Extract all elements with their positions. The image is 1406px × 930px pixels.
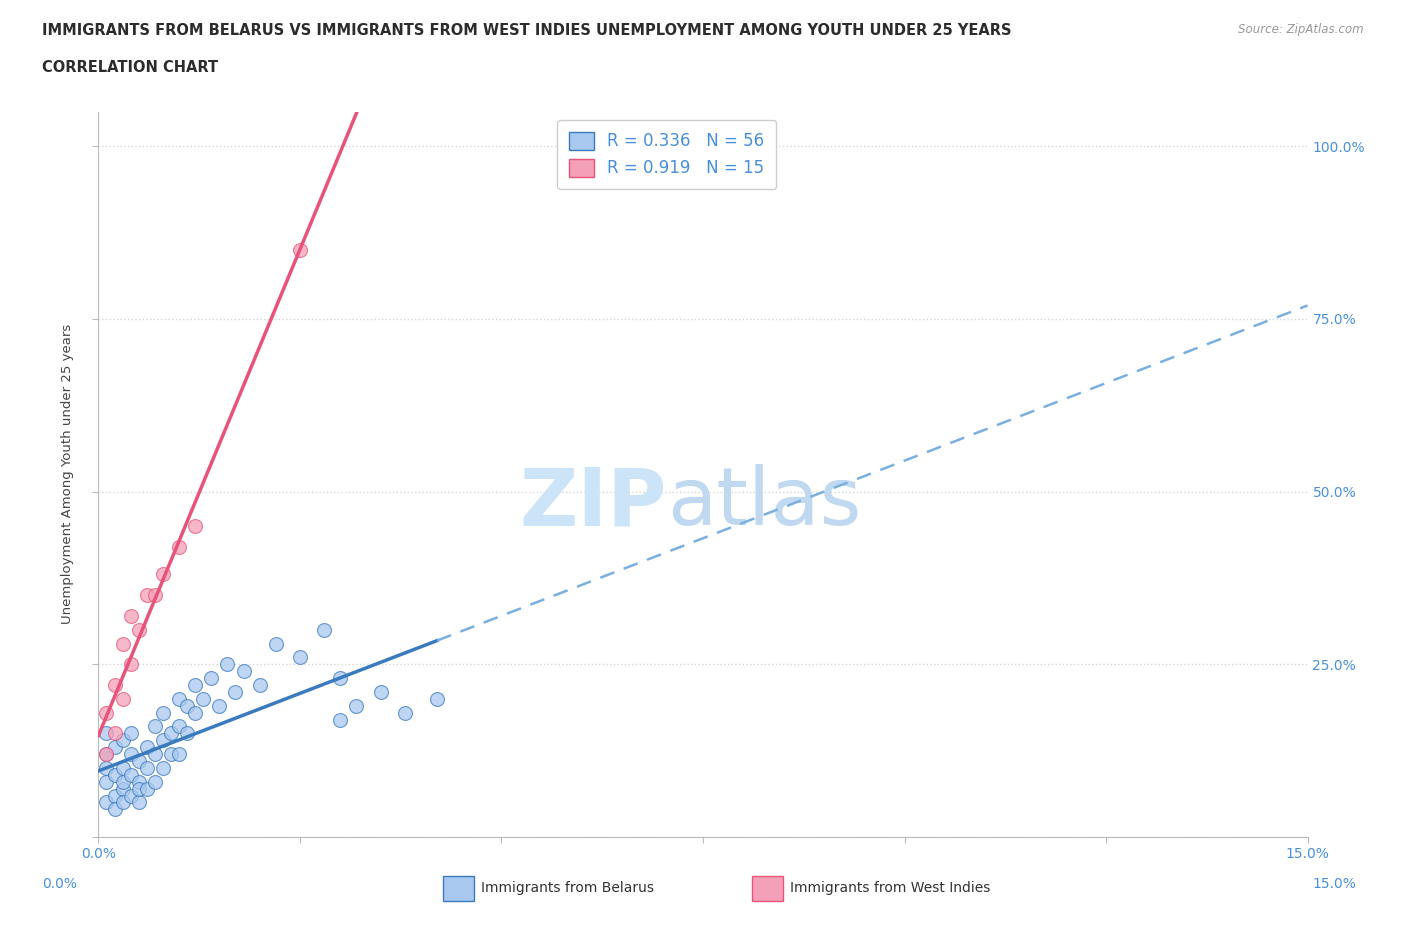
Point <box>96 761 118 776</box>
Point <box>103 678 125 693</box>
Point <box>167 691 190 706</box>
Point <box>184 705 207 720</box>
Text: ZIP: ZIP <box>519 464 666 542</box>
Text: 15.0%: 15.0% <box>1313 877 1357 891</box>
Point <box>143 719 166 734</box>
Text: atlas: atlas <box>666 464 860 542</box>
Point <box>329 712 352 727</box>
Point <box>143 775 166 790</box>
Bar <box>752 876 783 900</box>
Point <box>103 739 125 754</box>
Point <box>111 795 134 810</box>
Y-axis label: Unemployment Among Youth under 25 years: Unemployment Among Youth under 25 years <box>60 325 75 624</box>
Point <box>314 622 336 637</box>
Point <box>200 671 222 685</box>
Point <box>370 684 392 699</box>
Point <box>152 705 174 720</box>
Point <box>208 698 231 713</box>
Point <box>184 519 207 534</box>
Point <box>160 747 183 762</box>
Point <box>135 761 157 776</box>
Point <box>176 726 198 741</box>
Point <box>167 747 190 762</box>
Point <box>135 739 157 754</box>
Point <box>128 622 150 637</box>
Point <box>96 775 118 790</box>
Legend: R = 0.336   N = 56, R = 0.919   N = 15: R = 0.336 N = 56, R = 0.919 N = 15 <box>557 120 776 189</box>
Point <box>288 243 311 258</box>
Point <box>152 733 174 748</box>
Point <box>135 781 157 796</box>
Point <box>111 781 134 796</box>
Point <box>120 767 142 782</box>
Point <box>103 802 125 817</box>
Point <box>111 636 134 651</box>
Point <box>167 539 190 554</box>
Point <box>160 726 183 741</box>
Point <box>128 775 150 790</box>
Point <box>103 788 125 803</box>
Point <box>249 678 271 693</box>
Point <box>96 705 118 720</box>
Point <box>120 726 142 741</box>
Point <box>96 747 118 762</box>
Point <box>426 691 449 706</box>
Point <box>111 761 134 776</box>
Point <box>111 691 134 706</box>
Point <box>152 567 174 582</box>
Point <box>143 588 166 603</box>
Text: CORRELATION CHART: CORRELATION CHART <box>42 60 218 75</box>
Point <box>232 664 254 679</box>
Point <box>143 747 166 762</box>
Text: 0.0%: 0.0% <box>42 877 77 891</box>
Point <box>152 761 174 776</box>
Point <box>103 767 125 782</box>
Point <box>329 671 352 685</box>
Point <box>128 795 150 810</box>
Point <box>344 698 367 713</box>
Point <box>120 788 142 803</box>
Point <box>184 678 207 693</box>
Point <box>394 705 416 720</box>
Bar <box>443 876 474 900</box>
Point <box>111 733 134 748</box>
Point <box>128 753 150 768</box>
Point <box>128 781 150 796</box>
Point <box>135 588 157 603</box>
Point <box>193 691 215 706</box>
Text: Source: ZipAtlas.com: Source: ZipAtlas.com <box>1239 23 1364 36</box>
Point <box>264 636 287 651</box>
Point <box>176 698 198 713</box>
Point <box>217 657 239 671</box>
Text: IMMIGRANTS FROM BELARUS VS IMMIGRANTS FROM WEST INDIES UNEMPLOYMENT AMONG YOUTH : IMMIGRANTS FROM BELARUS VS IMMIGRANTS FR… <box>42 23 1012 38</box>
Point <box>96 795 118 810</box>
Text: Immigrants from Belarus: Immigrants from Belarus <box>481 881 654 896</box>
Point <box>103 726 125 741</box>
Point <box>111 775 134 790</box>
Point <box>96 747 118 762</box>
Point <box>224 684 246 699</box>
Point <box>288 650 311 665</box>
Point <box>120 657 142 671</box>
Text: Immigrants from West Indies: Immigrants from West Indies <box>790 881 991 896</box>
Point <box>120 747 142 762</box>
Point <box>96 726 118 741</box>
Point <box>167 719 190 734</box>
Point <box>120 608 142 623</box>
